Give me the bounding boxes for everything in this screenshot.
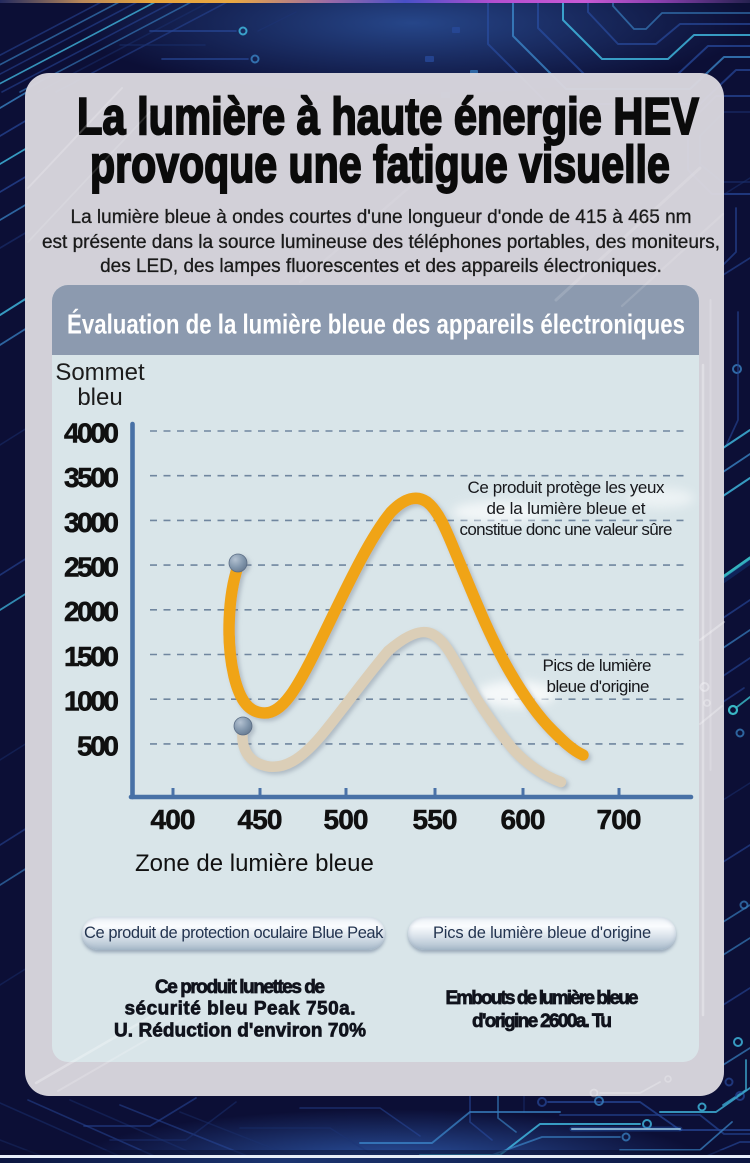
- svg-text:500: 500: [324, 804, 369, 835]
- svg-text:U. Réduction d'environ 70%: U. Réduction d'environ 70%: [114, 1021, 366, 1042]
- svg-text:constitue donc une valeur sûre: constitue donc une valeur sûre: [460, 520, 673, 539]
- svg-text:Ce produit lunettes de: Ce produit lunettes de: [155, 977, 325, 998]
- svg-text:Embouts de lumière bleue: Embouts de lumière bleue: [446, 988, 639, 1009]
- svg-text:Ce produit protège les yeux: Ce produit protège les yeux: [468, 478, 666, 497]
- svg-text:1000: 1000: [64, 686, 119, 717]
- svg-text:bleue d'origine: bleue d'origine: [547, 677, 650, 696]
- svg-text:Évaluation de la lumière bleue: Évaluation de la lumière bleue des appar…: [67, 309, 685, 340]
- svg-text:4000: 4000: [64, 418, 119, 449]
- svg-text:2500: 2500: [64, 552, 119, 583]
- svg-text:d'origine 2600a. Tu: d'origine 2600a. Tu: [472, 1011, 612, 1032]
- svg-text:450: 450: [238, 804, 283, 835]
- svg-text:400: 400: [151, 804, 196, 835]
- svg-text:de la lumière bleue et: de la lumière bleue et: [487, 499, 646, 518]
- svg-text:500: 500: [77, 730, 119, 761]
- svg-text:2000: 2000: [64, 596, 119, 627]
- svg-text:600: 600: [501, 804, 546, 835]
- svg-text:700: 700: [597, 804, 642, 835]
- svg-text:sécurité bleu Peak 750a.: sécurité bleu Peak 750a.: [125, 999, 356, 1020]
- svg-text:550: 550: [413, 804, 458, 835]
- svg-text:3500: 3500: [64, 462, 119, 493]
- svg-text:1500: 1500: [64, 641, 119, 672]
- svg-text:Pics de lumière: Pics de lumière: [543, 656, 652, 675]
- svg-text:3000: 3000: [64, 507, 119, 538]
